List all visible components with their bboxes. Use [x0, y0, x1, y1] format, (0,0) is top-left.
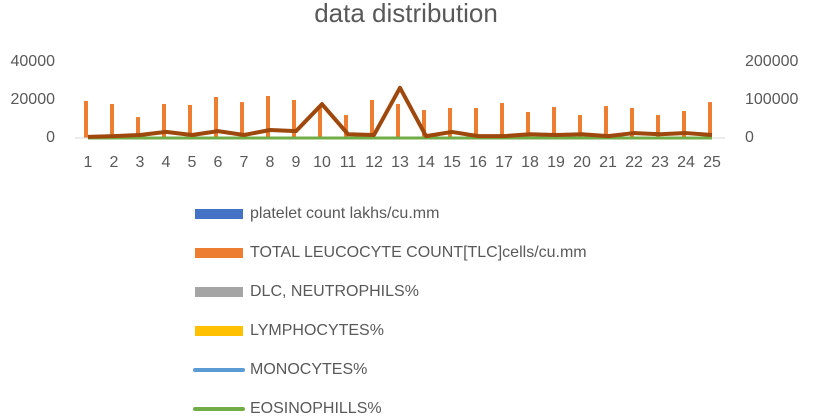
chart-title: data distribution [314, 0, 498, 28]
legend-label: MONOCYTES% [250, 361, 367, 378]
bar [162, 103, 166, 138]
bar [214, 96, 218, 138]
y-tick-label: 20000 [11, 91, 56, 108]
bar [474, 107, 478, 138]
x-tick-label: 3 [136, 154, 145, 171]
x-tick-label: 1 [84, 154, 93, 171]
x-tick-label: 19 [547, 154, 565, 171]
y-tick-label: 0 [46, 129, 55, 146]
x-tick-label: 8 [266, 154, 275, 171]
x-tick-label: 17 [495, 154, 513, 171]
bar [552, 107, 556, 138]
x-tick-label: 13 [391, 154, 409, 171]
x-tick-label: 21 [599, 154, 617, 171]
x-tick-label: 4 [162, 154, 171, 171]
bar [656, 115, 660, 138]
bar [604, 106, 608, 138]
bar [136, 117, 140, 138]
x-tick-label: 22 [625, 154, 643, 171]
x-tick-label: 9 [292, 154, 301, 171]
legend-label: TOTAL LEUCOCYTE COUNT[TLC]cells/cu.mm [250, 244, 587, 261]
bar [708, 102, 712, 138]
x-tick-label: 18 [521, 154, 539, 171]
bar [500, 103, 504, 138]
x-tick-label: 25 [703, 154, 721, 171]
x-tick-label: 12 [365, 154, 383, 171]
bar [266, 96, 270, 138]
x-tick-label: 11 [340, 154, 357, 171]
legend-label: EOSINOPHILLS% [250, 400, 382, 417]
bar [344, 115, 348, 138]
x-tick-label: 2 [110, 154, 119, 171]
legend-label: DLC, NEUTROPHILS% [250, 283, 419, 300]
x-tick-label: 23 [651, 154, 669, 171]
legend-swatch [195, 209, 243, 219]
x-tick-label: 6 [214, 154, 223, 171]
x-tick-label: 24 [677, 154, 695, 171]
bar [682, 111, 686, 138]
x-tick-label: 7 [240, 154, 249, 171]
x-tick-label: 16 [469, 154, 487, 171]
bar [526, 111, 530, 138]
line [87, 85, 713, 139]
bar [578, 115, 582, 138]
bar [448, 107, 452, 138]
legend-swatch [195, 248, 243, 258]
bar [318, 107, 322, 138]
x-tick-label: 10 [313, 154, 331, 171]
bar [84, 100, 88, 138]
bar [630, 107, 634, 138]
legend-swatch [195, 287, 243, 297]
bar [188, 104, 192, 138]
y2-tick-label: 100000 [745, 91, 798, 108]
bar [292, 100, 296, 138]
y-tick-label: 40000 [11, 53, 56, 70]
bar [110, 103, 114, 138]
legend-swatch [195, 326, 243, 336]
x-tick-label: 15 [443, 154, 461, 171]
legend-label: platelet count lakhs/cu.mm [250, 205, 439, 222]
y2-tick-label: 0 [745, 129, 754, 146]
y2-tick-label: 200000 [745, 53, 798, 70]
bar [370, 100, 374, 138]
x-tick-label: 5 [188, 154, 197, 171]
bar [240, 102, 244, 138]
bar [396, 103, 400, 138]
x-tick-label: 14 [417, 154, 435, 171]
x-tick-label: 20 [573, 154, 591, 171]
legend-label: LYMPHOCYTES% [250, 322, 384, 339]
bar [422, 110, 426, 138]
